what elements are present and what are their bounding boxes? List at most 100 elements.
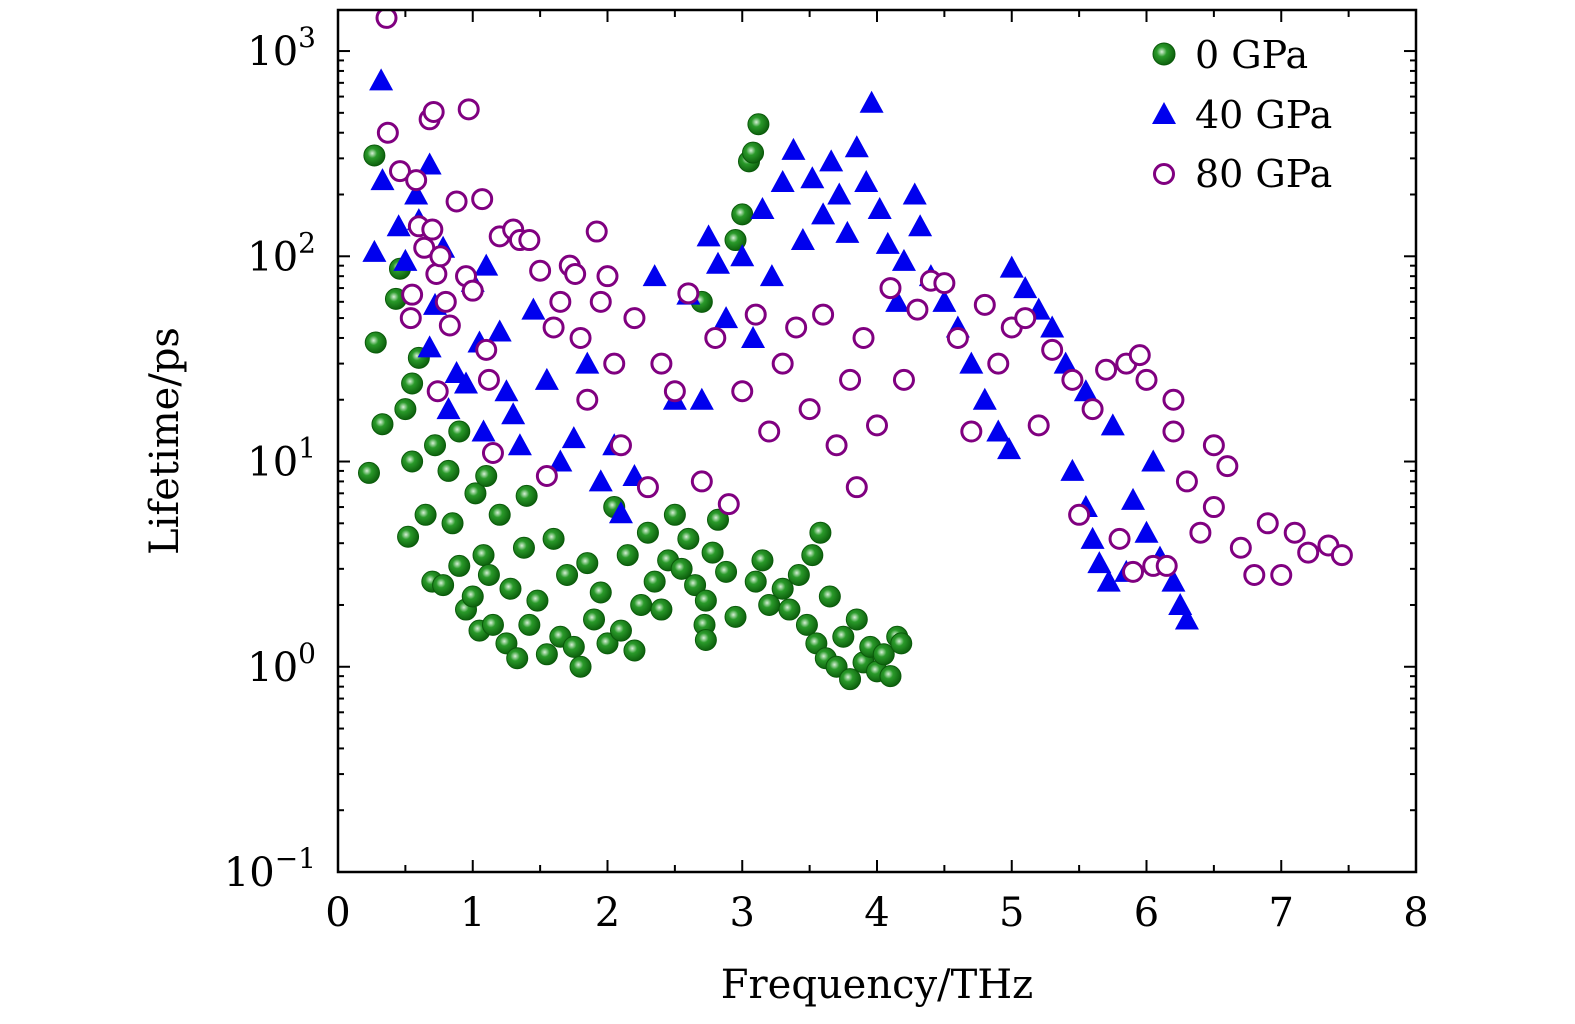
data-point-0gpa — [535, 643, 558, 666]
data-point-80gpa — [1162, 420, 1185, 443]
data-point-80gpa — [445, 190, 468, 213]
data-point-80gpa — [690, 470, 713, 493]
data-point-40gpa — [1100, 413, 1125, 436]
data-point-80gpa — [852, 326, 875, 349]
x-tick-label: 3 — [730, 890, 755, 936]
data-point-80gpa — [1122, 560, 1145, 583]
data-point-80gpa — [1175, 470, 1198, 493]
data-point-40gpa — [781, 137, 806, 160]
data-point-40gpa — [891, 248, 916, 271]
data-point-0gpa — [477, 563, 500, 586]
data-point-40gpa — [1141, 449, 1166, 472]
data-point-40gpa — [404, 182, 429, 205]
legend-item-80gpa: 80 GPa — [1153, 152, 1332, 196]
data-point-0gpa — [809, 521, 832, 544]
data-point-0gpa — [518, 613, 541, 636]
data-point-80gpa — [1108, 527, 1131, 550]
data-point-40gpa — [750, 196, 775, 219]
data-point-80gpa — [771, 352, 794, 375]
series-layer — [357, 10, 1353, 691]
data-point-80gpa — [812, 303, 835, 326]
axis-ticks: 0 1 2 3 4 5 6 7 8 10−1 100 101 102 103 — [224, 10, 1429, 936]
data-point-80gpa — [879, 277, 902, 300]
y-tick-label: 10−1 — [224, 842, 316, 896]
data-point-0gpa — [364, 331, 387, 354]
data-point-80gpa — [1330, 544, 1353, 567]
data-point-0gpa — [441, 512, 464, 535]
data-point-0gpa — [890, 632, 913, 655]
data-point-80gpa — [1068, 503, 1091, 526]
data-point-0gpa — [414, 503, 437, 526]
data-point-0gpa — [801, 544, 824, 567]
data-point-0gpa — [499, 577, 522, 600]
data-point-40gpa — [534, 367, 559, 390]
data-point-80gpa — [825, 434, 848, 457]
data-point-40gpa — [608, 501, 633, 524]
data-point-40gpa — [1080, 526, 1105, 549]
data-point-80gpa — [475, 338, 498, 361]
data-point-0gpa — [650, 598, 673, 621]
data-point-0gpa — [437, 459, 460, 482]
data-point-0gpa — [475, 465, 498, 488]
data-point-40gpa — [902, 182, 927, 205]
data-point-80gpa — [596, 265, 619, 288]
data-point-0gpa — [778, 598, 801, 621]
data-point-80gpa — [1283, 521, 1306, 544]
x-tick-label: 2 — [595, 890, 620, 936]
data-point-80gpa — [376, 121, 399, 144]
data-point-40gpa — [885, 289, 910, 312]
data-point-40gpa — [474, 253, 499, 276]
data-point-80gpa — [609, 434, 632, 457]
y-tick-label: 100 — [247, 637, 316, 691]
data-point-80gpa — [946, 326, 969, 349]
data-point-40gpa — [696, 224, 721, 247]
x-tick-label: 0 — [325, 890, 350, 936]
data-point-0gpa — [596, 632, 619, 655]
data-point-40gpa — [548, 449, 573, 472]
data-point-40gpa — [972, 387, 997, 410]
data-point-0gpa — [677, 527, 700, 550]
legend-label-80gpa: 80 GPa — [1195, 152, 1332, 196]
data-point-40gpa — [819, 149, 844, 172]
data-point-0gpa — [724, 605, 747, 628]
data-point-40gpa — [436, 397, 461, 420]
x-tick-label: 7 — [1269, 890, 1294, 936]
data-point-80gpa — [1256, 512, 1279, 535]
data-point-40gpa — [1121, 487, 1146, 510]
data-point-40gpa — [1013, 276, 1038, 299]
legend-item-0gpa: 0 GPa — [1152, 33, 1308, 77]
data-point-0gpa — [401, 372, 424, 395]
data-point-0gpa — [694, 629, 717, 652]
legend-marker-80gpa — [1153, 163, 1175, 185]
data-point-80gpa — [603, 352, 626, 375]
data-point-80gpa — [1202, 496, 1225, 519]
data-point-80gpa — [429, 245, 452, 268]
data-point-80gpa — [623, 307, 646, 330]
data-point-80gpa — [481, 442, 504, 465]
data-point-80gpa — [471, 188, 494, 211]
data-point-80gpa — [1229, 536, 1252, 559]
data-point-0gpa — [371, 413, 394, 436]
data-point-80gpa — [1297, 541, 1320, 564]
data-point-40gpa — [494, 379, 519, 402]
plot-frame — [336, 8, 1418, 874]
data-point-0gpa — [747, 113, 770, 136]
data-point-40gpa — [770, 170, 795, 193]
data-point-40gpa — [867, 196, 892, 219]
data-point-80gpa — [1155, 554, 1178, 577]
data-point-40gpa — [1161, 569, 1186, 592]
data-point-40gpa — [1040, 315, 1065, 338]
data-point-80gpa — [477, 368, 500, 391]
data-point-0gpa — [448, 420, 471, 443]
data-point-80gpa — [1095, 358, 1118, 381]
data-point-40gpa — [827, 182, 852, 205]
data-point-80gpa — [569, 326, 592, 349]
data-point-40gpa — [875, 231, 900, 254]
legend-label-40gpa: 40 GPa — [1195, 93, 1332, 137]
data-point-0gpa — [506, 647, 529, 670]
data-point-40gpa — [997, 437, 1022, 460]
data-point-40gpa — [705, 251, 730, 274]
data-point-40gpa — [487, 319, 512, 342]
data-point-80gpa — [422, 100, 445, 123]
data-point-0gpa — [663, 503, 686, 526]
